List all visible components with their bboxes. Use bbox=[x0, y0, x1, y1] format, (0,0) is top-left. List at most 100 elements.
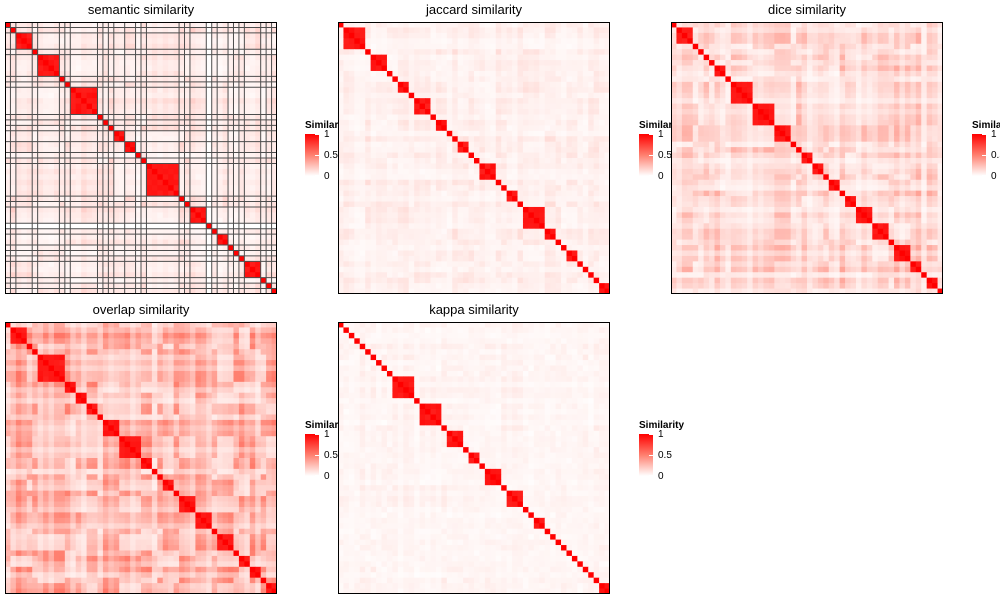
heatmap-cell bbox=[151, 266, 158, 273]
heatmap-cell bbox=[381, 163, 388, 170]
heatmap-cell bbox=[43, 277, 49, 284]
heatmap-cell bbox=[474, 163, 480, 170]
heatmap-cell bbox=[249, 206, 256, 213]
heatmap-cell bbox=[141, 201, 147, 208]
heatmap-cell bbox=[108, 277, 115, 284]
heatmap-cell bbox=[200, 174, 207, 181]
heatmap-cell bbox=[266, 168, 272, 175]
heatmap-cell bbox=[108, 250, 115, 257]
heatmap-cell bbox=[446, 196, 453, 202]
heatmap-cell bbox=[386, 103, 393, 110]
heatmap-cell bbox=[544, 277, 551, 284]
heatmap-cell bbox=[354, 174, 361, 181]
heatmap-cell bbox=[48, 223, 55, 230]
heatmap-cell bbox=[228, 239, 234, 246]
heatmap-cell bbox=[457, 60, 464, 66]
heatmap-cell bbox=[184, 277, 191, 284]
heatmap-cell bbox=[255, 43, 262, 50]
heatmap-cell bbox=[48, 190, 55, 197]
heatmap-cell bbox=[222, 130, 229, 137]
heatmap-cell bbox=[146, 217, 153, 224]
heatmap-cell bbox=[604, 109, 610, 115]
heatmap-cell bbox=[102, 114, 109, 121]
heatmap-cell bbox=[162, 261, 169, 268]
heatmap-cell bbox=[593, 119, 600, 126]
heatmap-cell bbox=[452, 234, 459, 240]
heatmap-cell bbox=[479, 179, 486, 186]
heatmap-cell bbox=[233, 32, 240, 39]
heatmap-cell bbox=[408, 65, 415, 72]
heatmap-cell bbox=[189, 43, 196, 50]
heatmap-cell bbox=[533, 234, 540, 240]
heatmap-cell bbox=[397, 277, 404, 284]
heatmap-cell bbox=[343, 54, 350, 61]
heatmap-cell bbox=[490, 245, 497, 251]
heatmap-cell bbox=[206, 22, 213, 28]
heatmap-cell bbox=[217, 174, 223, 181]
heatmap-cell bbox=[151, 70, 158, 77]
heatmap-cell bbox=[582, 163, 589, 170]
heatmap-cell bbox=[249, 147, 256, 153]
heatmap-cell bbox=[124, 283, 131, 289]
heatmap-cell bbox=[588, 130, 595, 137]
heatmap-cell bbox=[233, 65, 240, 72]
heatmap-cell bbox=[550, 109, 556, 115]
heatmap-cell bbox=[354, 228, 361, 235]
heatmap-cell bbox=[561, 70, 567, 77]
heatmap-cell bbox=[97, 22, 104, 28]
heatmap-cell bbox=[53, 114, 60, 121]
heatmap-cell bbox=[593, 65, 600, 72]
heatmap-cell bbox=[173, 114, 180, 121]
heatmap-cell bbox=[151, 185, 158, 192]
heatmap-cell bbox=[157, 38, 164, 45]
heatmap-cell bbox=[48, 261, 55, 268]
heatmap-cell bbox=[484, 81, 491, 88]
heatmap-cell bbox=[59, 174, 66, 181]
heatmap-cell bbox=[479, 272, 486, 279]
heatmap-cell bbox=[463, 109, 469, 115]
heatmap-cell bbox=[217, 76, 223, 83]
heatmap-cell bbox=[102, 70, 109, 77]
heatmap-cell bbox=[593, 76, 600, 83]
heatmap-cell bbox=[577, 266, 584, 273]
heatmap-cell bbox=[522, 234, 529, 240]
heatmap-cell bbox=[468, 206, 475, 213]
heatmap-cell bbox=[81, 174, 87, 181]
heatmap-cell bbox=[124, 190, 131, 197]
heatmap-cell bbox=[244, 136, 251, 143]
heatmap-cell bbox=[593, 228, 600, 235]
heatmap-cell bbox=[381, 168, 388, 175]
heatmap-cell bbox=[37, 217, 44, 224]
heatmap-cell bbox=[173, 119, 180, 126]
heatmap-cell bbox=[561, 250, 567, 257]
heatmap-cell bbox=[370, 147, 377, 153]
heatmap-cell bbox=[81, 179, 87, 186]
heatmap-cell bbox=[604, 103, 610, 110]
heatmap-cell bbox=[533, 185, 540, 192]
heatmap-cell bbox=[5, 288, 11, 294]
heatmap-cell bbox=[151, 201, 158, 208]
heatmap-cell bbox=[593, 92, 600, 99]
heatmap-cell bbox=[217, 201, 223, 208]
heatmap-cell bbox=[533, 261, 540, 268]
heatmap-cell bbox=[588, 277, 595, 284]
heatmap-cell bbox=[168, 119, 175, 126]
heatmap-cell bbox=[561, 239, 567, 246]
heatmap-cell bbox=[53, 103, 60, 110]
heatmap-cell bbox=[64, 49, 71, 56]
heatmap-cell bbox=[354, 179, 361, 186]
heatmap-cell bbox=[517, 70, 524, 77]
heatmap-cell bbox=[200, 255, 207, 262]
heatmap-cell bbox=[414, 168, 420, 175]
heatmap-cell bbox=[501, 228, 508, 235]
heatmap-cell bbox=[463, 43, 469, 50]
heatmap-cell bbox=[408, 136, 415, 143]
heatmap-cell bbox=[430, 152, 437, 159]
heatmap-cell bbox=[86, 130, 93, 137]
heatmap-cell bbox=[484, 228, 491, 235]
heatmap-cell bbox=[561, 174, 567, 181]
heatmap-cell bbox=[599, 70, 605, 77]
heatmap-cell bbox=[533, 196, 540, 202]
heatmap-cell bbox=[457, 92, 464, 99]
heatmap-cell bbox=[53, 283, 60, 289]
